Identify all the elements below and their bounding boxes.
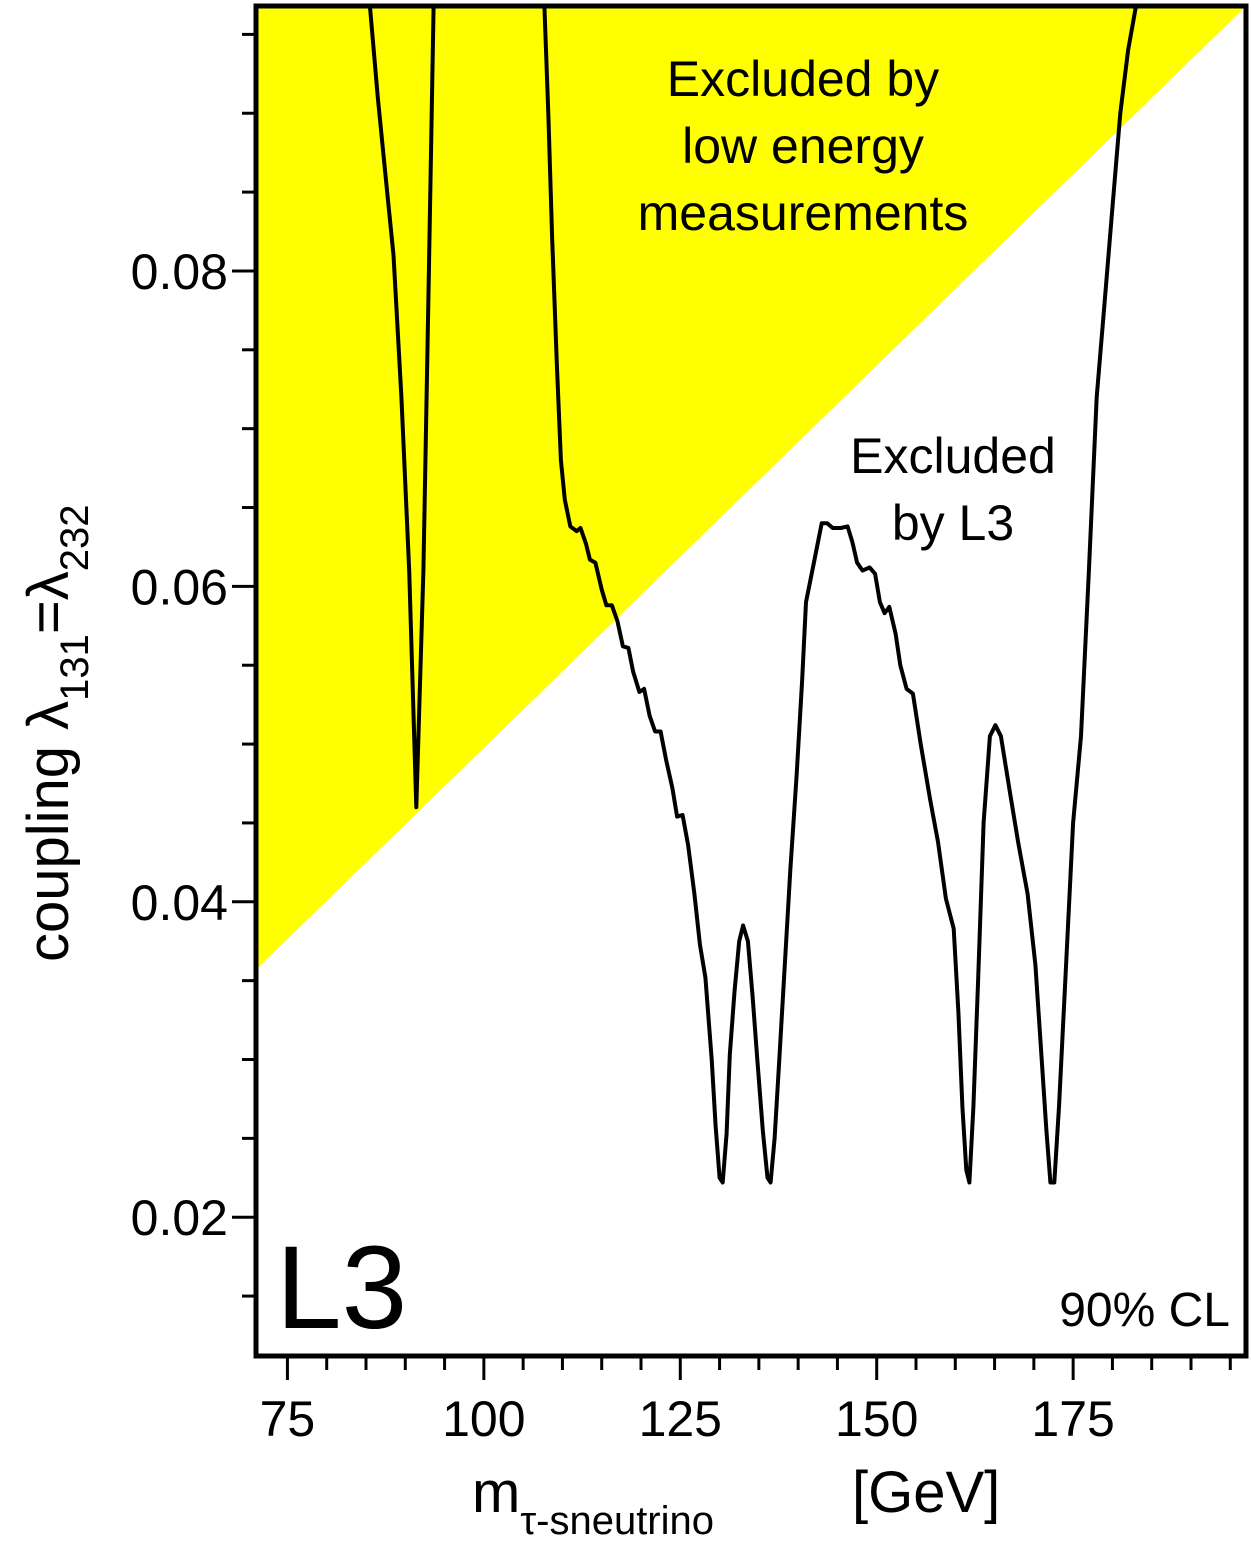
region-label-line-1: Excluded by — [667, 51, 939, 107]
y-tick-label: 0.06 — [131, 559, 228, 615]
y-axis-label-sub2: 232 — [53, 504, 97, 571]
y-tick-label: 0.02 — [131, 1190, 228, 1246]
y-axis-label-sub1: 131 — [53, 634, 97, 701]
y-axis-label: coupling λ131=λ232 — [16, 504, 97, 962]
exclusion-curve-2 — [542, 6, 1138, 1185]
curve-layer — [367, 6, 1138, 1185]
curve-label-line-2: by L3 — [892, 495, 1014, 551]
x-tick-label: 75 — [260, 1391, 316, 1447]
y-tick-label: 0.04 — [131, 875, 228, 931]
region-label-line-3: measurements — [638, 185, 969, 241]
shaded-region-layer — [256, 6, 1246, 970]
region-label-line-2: low energy — [682, 118, 924, 174]
x-tick-label: 175 — [1031, 1391, 1114, 1447]
label-layer: 75 100 125 150 175 0.02 0.04 0.06 0.08 — [131, 244, 1115, 1447]
curve-label-line-1: Excluded — [850, 428, 1056, 484]
tick-layer — [232, 32, 1232, 1380]
confidence-level-label: 90% CL — [1059, 1284, 1230, 1337]
y-axis-label-mid: =λ — [16, 571, 81, 634]
y-tick-label: 0.08 — [131, 244, 228, 300]
x-axis-label-main: m — [472, 1460, 520, 1525]
shaded-region — [256, 6, 1246, 970]
y-axis-label-prefix: coupling λ — [16, 701, 81, 962]
exclusion-curve-1 — [367, 6, 436, 810]
x-tick-label: 125 — [639, 1391, 722, 1447]
plot-frame — [253, 3, 1249, 1359]
x-tick-label: 100 — [442, 1391, 525, 1447]
x-tick-label: 150 — [835, 1391, 918, 1447]
x-axis-label-sub: τ-sneutrino — [520, 1499, 714, 1543]
x-axis-unit: [GeV] — [852, 1460, 1000, 1525]
x-axis-label: mτ-sneutrino — [472, 1460, 714, 1543]
l3-logo: L3 — [276, 1222, 407, 1354]
